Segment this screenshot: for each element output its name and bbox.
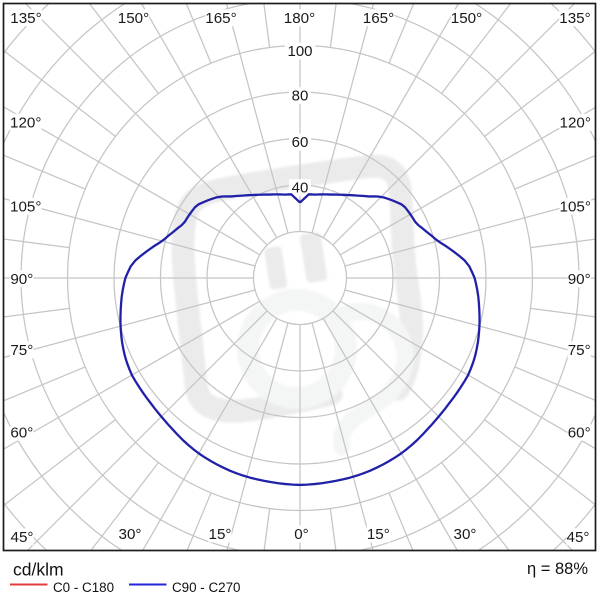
- svg-text:0°: 0°: [294, 526, 309, 543]
- svg-text:75°: 75°: [568, 342, 591, 359]
- svg-text:60°: 60°: [568, 425, 591, 442]
- svg-text:90°: 90°: [10, 271, 33, 288]
- svg-text:150°: 150°: [451, 10, 482, 27]
- svg-text:180°: 180°: [284, 10, 315, 27]
- svg-text:15°: 15°: [209, 526, 232, 543]
- svg-text:15°: 15°: [367, 526, 390, 543]
- svg-text:165°: 165°: [205, 10, 236, 27]
- svg-text:120°: 120°: [10, 115, 41, 132]
- svg-text:135°: 135°: [559, 10, 590, 27]
- svg-text:C0 - C180: C0 - C180: [53, 580, 114, 595]
- svg-text:135°: 135°: [10, 10, 41, 27]
- svg-text:165°: 165°: [363, 10, 394, 27]
- svg-text:100: 100: [287, 43, 312, 60]
- svg-text:120°: 120°: [560, 115, 591, 132]
- svg-text:η = 88%: η = 88%: [527, 560, 588, 578]
- svg-text:45°: 45°: [567, 529, 590, 546]
- svg-text:60°: 60°: [10, 425, 33, 442]
- svg-text:105°: 105°: [560, 199, 591, 216]
- svg-text:45°: 45°: [11, 529, 34, 546]
- svg-text:105°: 105°: [10, 199, 41, 216]
- svg-text:30°: 30°: [119, 526, 142, 543]
- svg-text:30°: 30°: [454, 526, 477, 543]
- svg-text:C90 - C270: C90 - C270: [172, 580, 240, 595]
- svg-text:cd/klm: cd/klm: [13, 560, 64, 580]
- svg-text:80: 80: [292, 88, 309, 105]
- svg-text:75°: 75°: [10, 342, 33, 359]
- svg-text:90°: 90°: [568, 271, 591, 288]
- svg-text:60: 60: [292, 134, 309, 151]
- svg-text:150°: 150°: [118, 10, 149, 27]
- svg-text:40: 40: [292, 180, 309, 197]
